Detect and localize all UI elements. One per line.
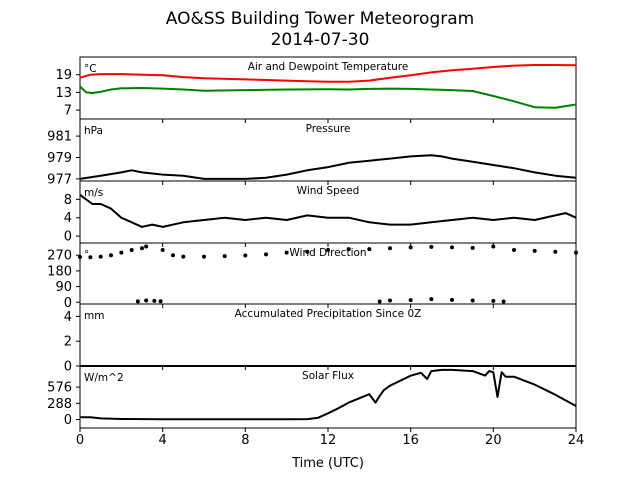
figure-title-line2: 2014-07-30: [271, 30, 370, 50]
data-point: [553, 249, 558, 254]
data-point: [346, 247, 351, 252]
data-point: [450, 297, 454, 302]
x-tick-label: 8: [241, 433, 249, 448]
data-point: [181, 254, 186, 259]
panel-title: Wind Speed: [297, 185, 360, 197]
y-tick-label: 981: [47, 130, 72, 145]
panel-unit: °C: [84, 63, 97, 75]
y-tick-label: 0: [64, 296, 72, 311]
data-point: [109, 253, 113, 258]
panel-wind_speed: Wind Speed m/s 0 4 8: [64, 180, 577, 247]
series-line-0: [79, 193, 577, 228]
panel-unit: hPa: [84, 125, 103, 137]
y-tick-label: 8: [64, 193, 72, 208]
figure-title-line1: AO&SS Building Tower Meteorogram: [166, 9, 474, 29]
data-point: [408, 245, 413, 250]
data-point: [408, 298, 413, 303]
y-tick-label: 4: [64, 211, 72, 226]
panel-unit: m/s: [84, 187, 103, 199]
data-point: [129, 247, 134, 252]
panel-title: Pressure: [306, 123, 351, 135]
series-line-0: [79, 64, 577, 83]
panel-temperature: Air and Dewpoint Temperature °C 7 13 19: [55, 56, 577, 123]
data-point: [470, 245, 475, 250]
data-point: [450, 245, 454, 250]
y-tick-label: 979: [47, 151, 72, 166]
data-point: [501, 299, 506, 304]
y-tick-label: 90: [55, 280, 72, 295]
data-point: [202, 254, 206, 259]
panel-unit: W/m^2: [84, 372, 124, 384]
panels-group: Air and Dewpoint Temperature °C 7 13 19 Press…: [47, 56, 578, 432]
data-point: [284, 250, 289, 255]
panel-unit: mm: [84, 310, 104, 322]
y-tick-label: 180: [47, 264, 72, 279]
y-tick-label: 2: [64, 335, 72, 350]
data-point: [367, 247, 372, 252]
panel-title: Solar Flux: [302, 370, 354, 382]
y-tick-label: 0: [64, 413, 72, 428]
series-line-1: [79, 85, 577, 109]
data-point: [171, 253, 175, 258]
panel-title: Accumulated Precipitation Since 0Z: [235, 308, 422, 320]
x-tick-label: 12: [320, 433, 337, 448]
y-tick-label: 4: [64, 310, 72, 325]
data-point: [574, 250, 578, 255]
data-point: [512, 247, 516, 252]
panel-unit: °: [84, 249, 89, 261]
data-point: [119, 250, 124, 255]
y-tick-label: 13: [55, 86, 72, 101]
data-point: [491, 244, 496, 249]
series-line-0: [80, 368, 577, 421]
data-point: [243, 253, 248, 258]
data-point: [377, 299, 382, 304]
data-point: [140, 246, 144, 251]
y-tick-label: 288: [47, 397, 72, 412]
data-point: [305, 249, 310, 254]
y-tick-label: 270: [47, 249, 72, 264]
x-axis: 0 4 8 12 16 20 24: [76, 433, 584, 448]
x-tick-label: 4: [159, 433, 167, 448]
y-tick-label: 19: [55, 68, 72, 83]
series-line-0: [79, 154, 577, 180]
data-point: [222, 254, 227, 259]
y-tick-label: 977: [47, 172, 72, 187]
panel-title: Air and Dewpoint Temperature: [248, 61, 409, 73]
data-point: [388, 298, 392, 303]
data-point: [326, 247, 330, 252]
data-point: [98, 254, 103, 259]
data-point: [135, 299, 140, 304]
x-axis-label: Time (UTC): [291, 456, 364, 471]
data-point: [470, 298, 475, 303]
data-point: [144, 244, 149, 249]
y-tick-label: 576: [47, 381, 72, 396]
data-point: [160, 247, 165, 252]
data-point: [429, 244, 434, 249]
data-point: [88, 255, 93, 260]
y-tick-label: 0: [64, 230, 72, 245]
y-tick-label: 7: [64, 104, 72, 119]
y-tick-label: 0: [64, 360, 72, 375]
data-point: [78, 254, 82, 259]
x-tick-label: 20: [485, 433, 502, 448]
panel-precipitation: Accumulated Precipitation Since 0Z mm 0 2 4: [64, 303, 577, 375]
panel-pressure: Pressure hPa 977 979 981: [47, 118, 577, 187]
x-tick-label: 24: [568, 433, 585, 448]
data-point: [144, 298, 149, 303]
x-tick-label: 16: [402, 433, 419, 448]
data-point: [152, 298, 157, 303]
data-point: [264, 252, 268, 257]
data-point: [491, 298, 496, 303]
x-tick-label: 0: [76, 433, 84, 448]
data-point: [532, 248, 537, 253]
data-point: [388, 246, 392, 251]
data-point: [158, 299, 163, 304]
data-point: [429, 297, 434, 302]
